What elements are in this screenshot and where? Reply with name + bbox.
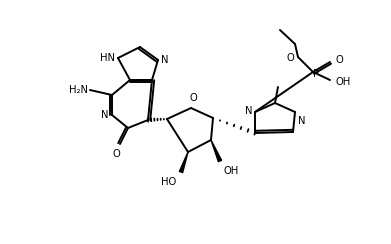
Text: O: O: [335, 55, 343, 65]
Text: N: N: [161, 55, 169, 65]
Text: OH: OH: [224, 166, 239, 176]
Polygon shape: [211, 140, 222, 162]
Text: H₂N: H₂N: [69, 85, 88, 95]
Text: O: O: [112, 149, 120, 159]
Text: N: N: [102, 110, 109, 120]
Text: HN: HN: [100, 53, 115, 63]
Text: OH: OH: [335, 77, 350, 87]
Text: N: N: [244, 106, 252, 116]
Text: HO: HO: [161, 177, 176, 187]
Text: N: N: [298, 116, 305, 126]
Text: O: O: [286, 53, 294, 63]
Polygon shape: [179, 152, 188, 173]
Text: P: P: [313, 69, 319, 79]
Text: O: O: [189, 93, 197, 103]
